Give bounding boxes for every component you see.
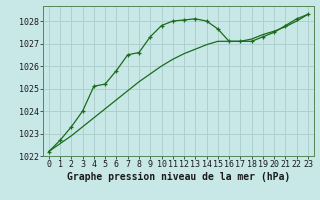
X-axis label: Graphe pression niveau de la mer (hPa): Graphe pression niveau de la mer (hPa) — [67, 172, 290, 182]
